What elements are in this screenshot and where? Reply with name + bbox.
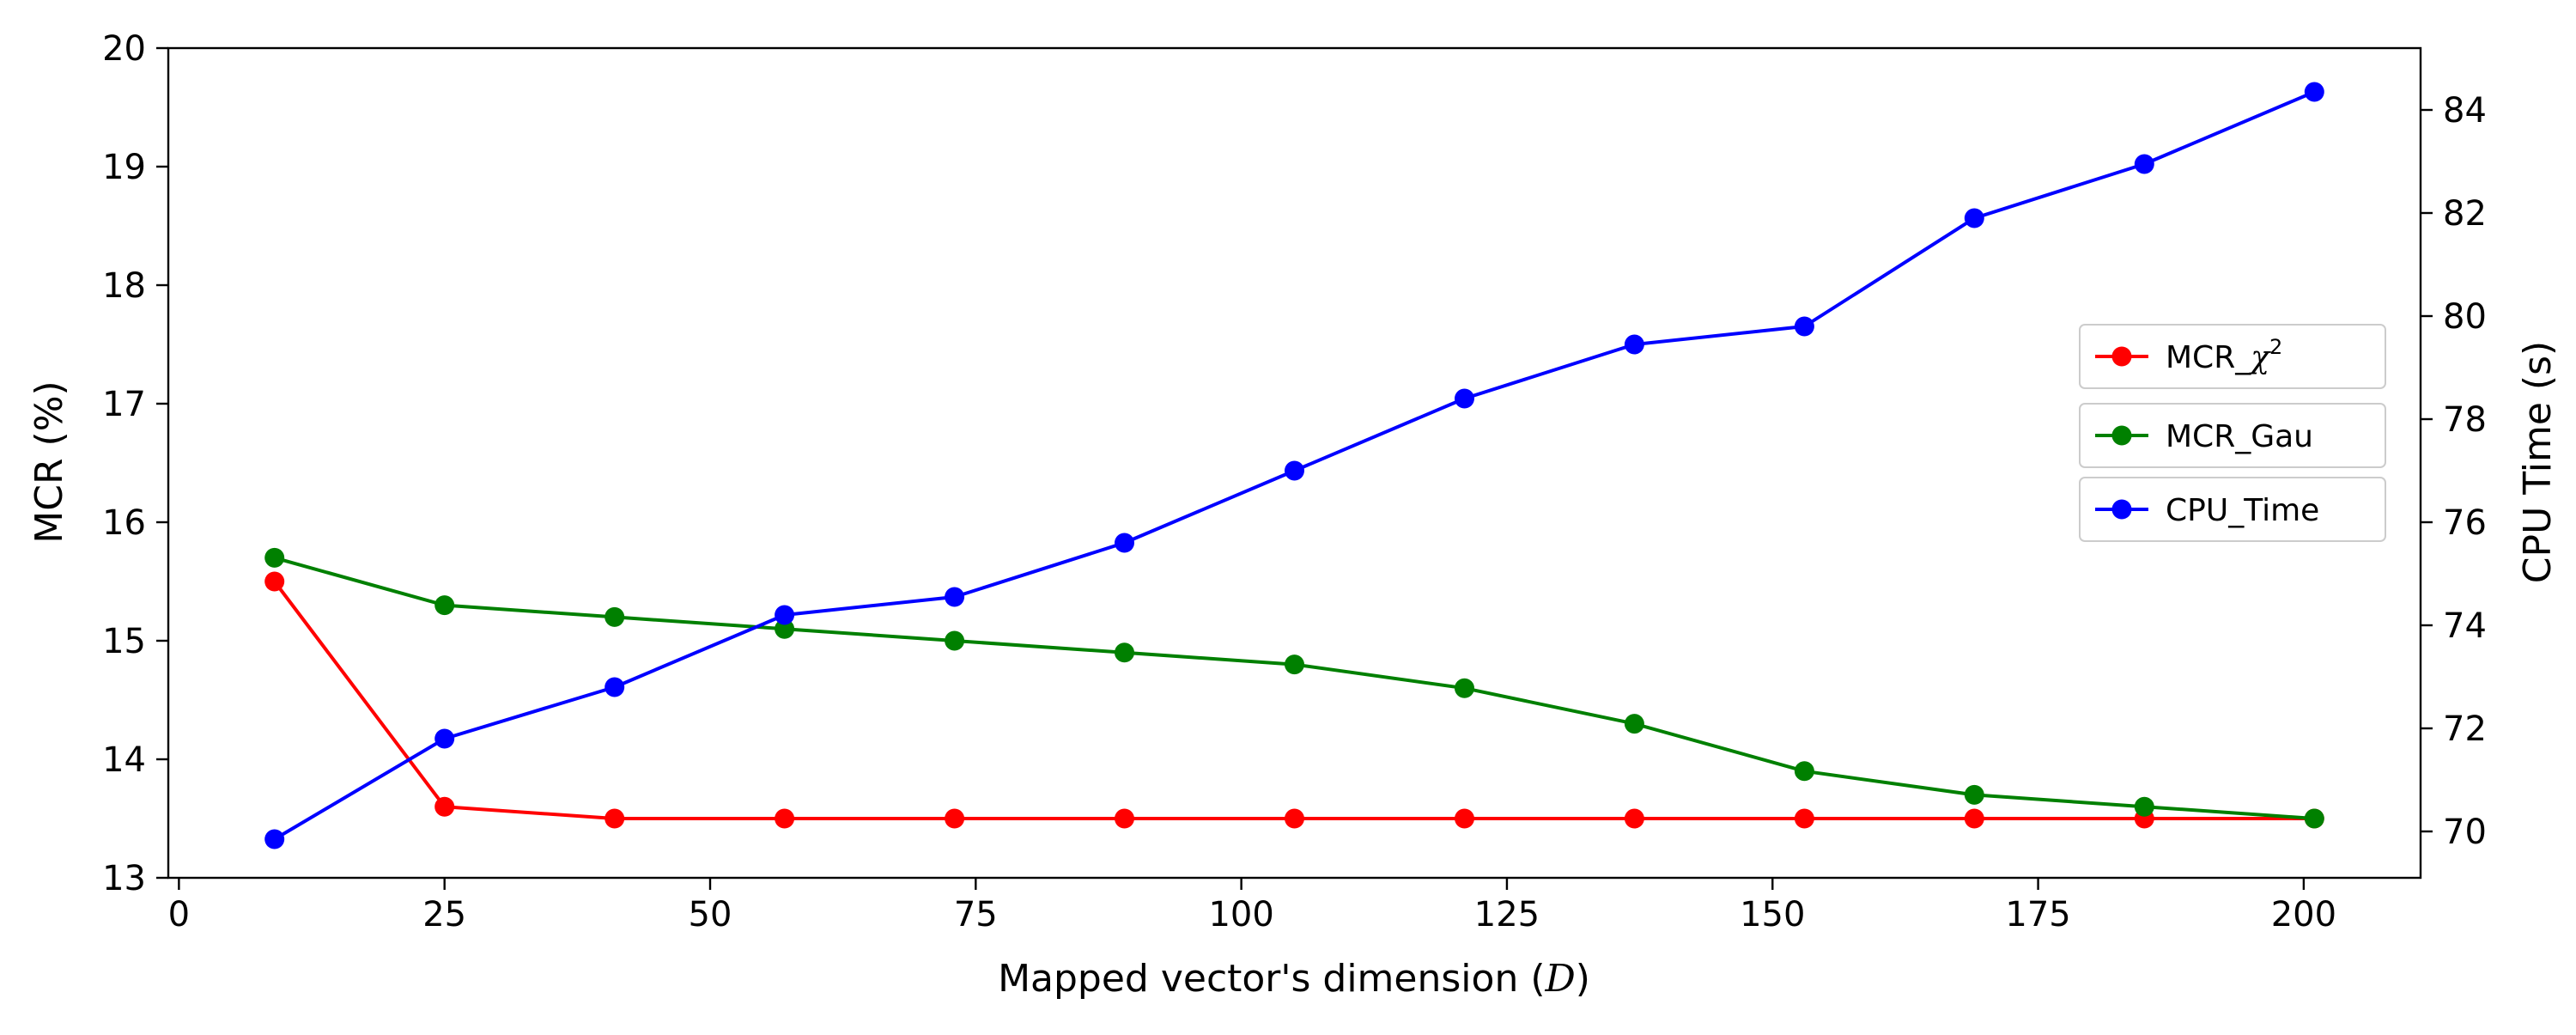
x-axis: 0 25 50 75 100 125 150 175 200: [168, 878, 2336, 935]
x-tick-label: 75: [954, 895, 998, 935]
legend-marker: [2111, 425, 2132, 446]
y-left-tick-label: 18: [102, 266, 146, 306]
data-point: [1455, 678, 1474, 698]
data-point: [2304, 82, 2324, 102]
legend-box: [2079, 324, 2386, 389]
data-point: [605, 677, 625, 697]
data-point: [264, 547, 285, 568]
y-left-tick-label: 16: [102, 503, 146, 543]
legend-marker: [2111, 346, 2132, 367]
y-right-tick-label: 80: [2443, 297, 2487, 337]
y-right-tick-label: 84: [2443, 91, 2487, 131]
x-axis-label: Mapped vector's dimension (D): [998, 957, 1590, 1001]
data-point: [1285, 460, 1304, 481]
y-right-tick-label: 82: [2443, 194, 2487, 234]
data-point: [775, 808, 795, 829]
y-right-tick-label: 72: [2443, 709, 2487, 749]
x-tick-label: 175: [2005, 895, 2070, 935]
left-y-axis: 13 14 15 16 17 18 19 20: [102, 29, 168, 898]
legend-label: MCR_Gau: [2166, 419, 2313, 454]
data-point: [1624, 808, 1644, 829]
legend-box: [2079, 403, 2386, 468]
data-point: [434, 728, 455, 749]
data-point: [1794, 761, 1814, 782]
data-point: [1115, 808, 1134, 829]
legend-marker: [2111, 499, 2132, 520]
legend-label: CPU_Time: [2166, 493, 2319, 528]
data-point: [1455, 808, 1474, 829]
y-right-tick-label: 76: [2443, 503, 2487, 543]
data-point: [1794, 316, 1814, 337]
x-tick-label: 200: [2271, 895, 2336, 935]
data-point: [1624, 714, 1644, 734]
series-mcr-gau: [264, 547, 2324, 829]
data-point: [1964, 784, 1984, 805]
y-left-tick-label: 20: [102, 29, 146, 69]
data-point: [945, 808, 965, 829]
data-point: [1115, 533, 1134, 553]
y-right-tick-label: 74: [2443, 606, 2487, 646]
x-tick-label: 0: [168, 895, 190, 935]
y-left-tick-label: 14: [102, 740, 146, 780]
data-point: [434, 796, 455, 817]
data-point: [434, 595, 455, 616]
x-tick-label: 100: [1208, 895, 1273, 935]
data-point: [605, 606, 625, 627]
left-y-axis-label: MCR (%): [27, 381, 71, 543]
chart-marks: [264, 82, 2324, 849]
right-y-axis-label: CPU Time (s): [2516, 341, 2560, 583]
data-point: [945, 630, 965, 651]
data-point: [1285, 654, 1304, 675]
y-left-tick-label: 15: [102, 622, 146, 661]
y-left-tick-label: 17: [102, 385, 146, 424]
legend-box: [2079, 477, 2386, 542]
x-tick-label: 25: [422, 895, 466, 935]
legend: MCR_χ2 MCR_Gau CPU_Time: [2079, 324, 2386, 542]
y-left-tick-label: 19: [102, 148, 146, 187]
right-y-axis: 70 72 74 76 78 80 82 84: [2421, 91, 2487, 852]
data-point: [264, 829, 285, 849]
y-right-tick-label: 70: [2443, 813, 2487, 852]
series-line: [273, 580, 2315, 820]
data-point: [1285, 808, 1304, 829]
data-point: [1794, 808, 1814, 829]
x-tick-label: 125: [1474, 895, 1540, 935]
data-point: [2304, 808, 2324, 829]
series-cpu-time: [264, 82, 2324, 849]
data-point: [1964, 208, 1984, 228]
plot-area: [167, 46, 2422, 880]
data-point: [1624, 334, 1644, 355]
legend-label: MCR_χ2: [2166, 335, 2282, 375]
legend-entry: MCR_Gau: [2079, 403, 2386, 468]
data-point: [605, 808, 625, 829]
y-right-tick-label: 78: [2443, 400, 2487, 440]
y-left-tick-label: 13: [102, 859, 146, 898]
data-point: [775, 605, 795, 625]
series-line: [274, 556, 2315, 820]
data-point: [2134, 796, 2154, 817]
data-point: [264, 571, 285, 592]
data-point: [1455, 388, 1474, 409]
legend-entry: CPU_Time: [2079, 477, 2386, 542]
x-tick-label: 50: [689, 895, 732, 935]
data-point: [1115, 642, 1134, 663]
x-tick-label: 150: [1740, 895, 1805, 935]
data-point: [945, 587, 965, 607]
data-point: [775, 618, 795, 639]
data-point: [2134, 154, 2154, 174]
legend-entry: MCR_χ2: [2079, 324, 2386, 389]
data-point: [1964, 808, 1984, 829]
plot-frame: [167, 46, 2422, 880]
